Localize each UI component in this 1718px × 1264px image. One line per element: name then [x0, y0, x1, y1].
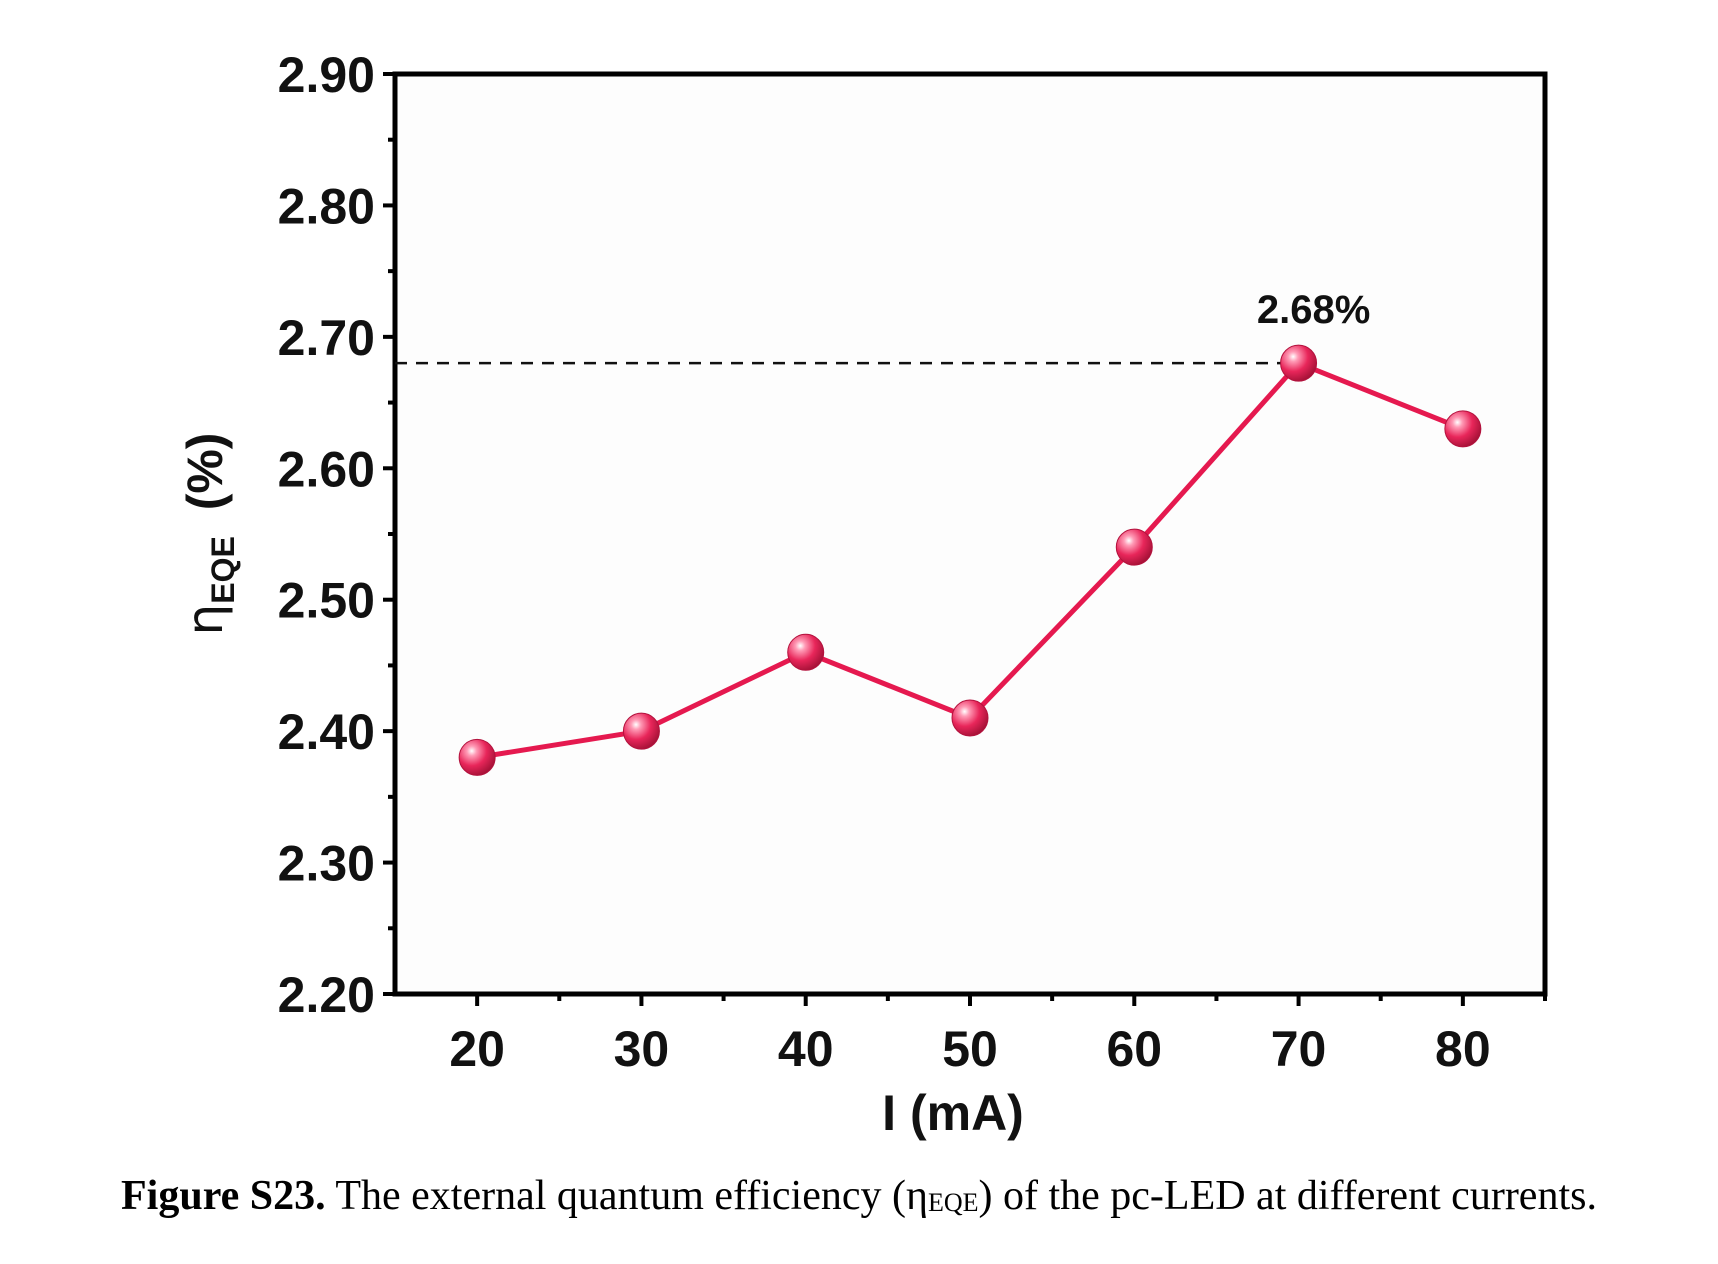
y-tick-label: 2.90	[278, 47, 375, 103]
y-tick-label: 2.70	[278, 310, 375, 366]
x-tick-label: 70	[1271, 1021, 1327, 1077]
y-tick-label: 2.40	[278, 704, 375, 760]
x-tick-label: 20	[449, 1021, 505, 1077]
caption-label: Figure S23.	[121, 1173, 326, 1219]
x-tick-label: 60	[1106, 1021, 1162, 1077]
y-tick-label: 2.20	[278, 967, 375, 1023]
y-axis-subscript: EQE	[205, 536, 241, 604]
x-tick-label: 40	[778, 1021, 834, 1077]
caption-text-after: ) of the pc-LED at different currents.	[978, 1173, 1597, 1219]
plot-area	[395, 74, 1545, 994]
data-point	[458, 738, 496, 776]
y-tick-label: 2.50	[278, 573, 375, 629]
caption-text-before: The external quantum efficiency (η	[325, 1173, 928, 1219]
y-axis-unit: (%)	[177, 433, 233, 511]
y-tick-label: 2.60	[278, 441, 375, 497]
data-point	[1280, 344, 1318, 382]
y-axis-title: ηEQE (%)	[176, 433, 241, 636]
data-point	[1444, 410, 1482, 448]
y-axis-symbol: η	[176, 604, 234, 636]
data-point	[951, 699, 989, 737]
y-tick-label: 2.80	[278, 178, 375, 234]
x-tick-label: 80	[1435, 1021, 1491, 1077]
x-axis-title: I (mA)	[882, 1085, 1024, 1141]
x-tick-label: 30	[614, 1021, 670, 1077]
peak-annotation: 2.68%	[1257, 288, 1370, 332]
x-tick-label: 50	[942, 1021, 998, 1077]
data-point	[622, 712, 660, 750]
data-point	[787, 633, 825, 671]
eqe-chart: 2.20 2.30 2.40 2.50 2.60 2.70 2.80 2.90 20 30 40 50…	[176, 47, 1548, 1141]
data-point	[1115, 528, 1153, 566]
caption-subscript: EQE	[927, 1188, 979, 1217]
y-tick-label: 2.30	[278, 836, 375, 892]
figure-caption: Figure S23. The external quantum efficie…	[0, 1172, 1718, 1220]
